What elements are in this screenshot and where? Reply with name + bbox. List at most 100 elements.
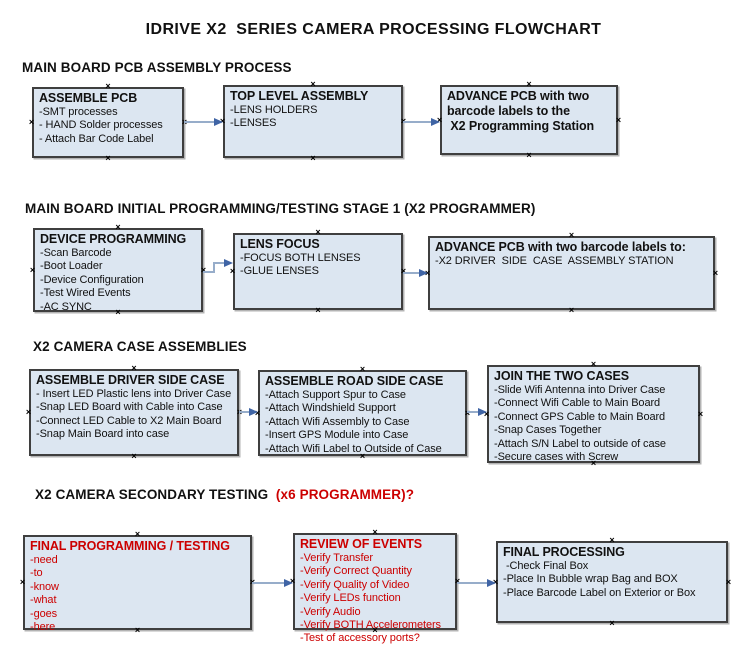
box-device-programming: DEVICE PROGRAMMING -Scan Barcode -Boot L… <box>30 223 206 317</box>
box-item: -Snap Cases Together <box>494 424 602 437</box>
connection-point-icon: × <box>315 227 321 237</box>
box-item: -LENS HOLDERS <box>230 104 318 116</box>
box-item: -Verify Transfer <box>300 552 373 564</box>
box-item: -AC SYNC <box>40 300 92 313</box>
box-title: TOP LEVEL ASSEMBLY <box>230 89 369 103</box>
box-title: ASSEMBLE DRIVER SIDE CASE <box>36 373 225 387</box>
box-item: -to <box>30 567 43 580</box>
box-item: -need <box>30 554 58 566</box>
connection-point-icon: × <box>568 230 575 240</box>
box-item: -Attach Wifi Assembly to Case <box>265 415 410 428</box>
section-heading-case-assemblies: X2 CAMERA CASE ASSEMBLIES <box>33 339 247 354</box>
box-item: -here <box>30 621 56 634</box>
box-item: -X2 DRIVER SIDE CASE ASSEMBLY STATION <box>435 255 674 267</box>
box-item: -goes <box>30 607 58 620</box>
box-item: -Connect Wifi Cable to Main Board <box>494 397 661 410</box>
connection-point-icon: × <box>29 264 36 275</box>
box-item: -GLUE LENSES <box>240 265 319 278</box>
box-item: - Insert LED Plastic lens into Driver Ca… <box>36 388 232 400</box>
connection-point-icon: × <box>229 266 236 276</box>
connection-point-icon: × <box>372 527 378 537</box>
box-item: -FOCUS BOTH LENSES <box>240 252 361 264</box>
box-advance-pcb-to-programming-station: ADVANCE PCB with two barcode labels to t… <box>437 80 621 160</box>
box-title: DEVICE PROGRAMMING <box>40 232 187 246</box>
connection-point-icon: × <box>483 408 490 419</box>
connection-point-icon: × <box>609 618 615 628</box>
connection-point-icon: × <box>219 116 226 126</box>
box-item: -Insert GPS Module into Case <box>265 429 409 442</box>
box-title: ADVANCE PCB with two barcode labels to: <box>435 240 686 254</box>
box-item: -LENSES <box>230 117 277 130</box>
box-assemble-pcb: ASSEMBLE PCB -SMT processes - HAND Solde… <box>29 82 187 163</box>
connection-point-icon: × <box>131 451 137 461</box>
connection-point-icon: × <box>254 407 261 418</box>
box-item: -Boot Loader <box>40 260 103 273</box>
box-item: -Scan Barcode <box>40 247 112 259</box>
box-item: -Device Configuration <box>40 273 144 286</box>
box-item: -Verify Audio <box>300 605 361 618</box>
box-item: -Attach Support Spur to Case <box>265 389 406 401</box>
connection-point-icon: × <box>526 79 532 89</box>
box-item: -Connect LED Cable to X2 Main Board <box>36 414 222 427</box>
connection-point-icon: × <box>725 576 732 587</box>
box-item: -Verify Correct Quantity <box>300 565 412 578</box>
box-item: -Slide Wifi Antenna into Driver Case <box>494 384 666 396</box>
connection-point-icon: × <box>310 153 316 163</box>
connection-point-icon: × <box>590 359 597 369</box>
connection-point-icon: × <box>131 363 137 373</box>
connection-point-icon: × <box>200 264 207 275</box>
section-heading-pcb-assembly: MAIN BOARD PCB ASSEMBLY PROCESS <box>22 60 292 75</box>
box-review-of-events: REVIEW OF EVENTS -Verify Transfer -Verif… <box>290 528 460 645</box>
connection-point-icon: × <box>105 81 111 91</box>
box-title-line: X2 Programming Station <box>447 119 595 133</box>
connection-point-icon: × <box>526 150 532 160</box>
connection-point-icon: × <box>105 153 111 163</box>
box-title: ASSEMBLE PCB <box>39 91 138 105</box>
section-heading-secondary-testing: X2 CAMERA SECONDARY TESTING (x6 PROGRAMM… <box>35 487 414 502</box>
box-item: -Snap LED Board with Cable into Case <box>36 401 223 414</box>
connection-point-icon: × <box>615 114 622 125</box>
section-heading-initial-programming: MAIN BOARD INITIAL PROGRAMMING/TESTING S… <box>25 201 536 216</box>
box-item: -Attach S/N Label to outside of case <box>494 437 666 450</box>
box-title: REVIEW OF EVENTS <box>300 537 423 551</box>
box-item: - Attach Bar Code Label <box>39 132 154 145</box>
box-item: - HAND Solder processes <box>39 119 163 132</box>
box-item: -Place In Bubble wrap Bag and BOX <box>503 573 678 586</box>
connection-point-icon: × <box>134 529 141 539</box>
box-item: -Check Final Box <box>503 560 589 572</box>
connection-point-icon: × <box>359 364 366 374</box>
connection-point-icon: × <box>436 114 443 125</box>
box-item: -what <box>30 594 57 607</box>
connection-point-icon: × <box>424 267 431 278</box>
box-title: FINAL PROCESSING <box>503 545 625 559</box>
connection-point-icon: × <box>400 116 407 126</box>
box-title-line: ADVANCE PCB with two <box>447 89 590 103</box>
box-assemble-driver-side-case: ASSEMBLE DRIVER SIDE CASE - Insert LED P… <box>26 364 242 461</box>
box-item: -Place Barcode Label on Exterior or Box <box>503 586 696 599</box>
box-item: -Connect GPS Cable to Main Board <box>494 410 666 423</box>
connection-point-icon: × <box>19 577 26 587</box>
box-title: LENS FOCUS <box>240 237 320 251</box>
heading-black-part: X2 CAMERA SECONDARY TESTING <box>35 487 269 502</box>
box-title: ASSEMBLE ROAD SIDE CASE <box>265 374 444 388</box>
box-advance-pcb-to-driver-side-station: ADVANCE PCB with two barcode labels to: … <box>425 231 718 315</box>
box-title: FINAL PROGRAMMING / TESTING <box>30 539 230 553</box>
page-title: IDRIVE X2 SERIES CAMERA PROCESSING FLOWC… <box>145 21 602 38</box>
box-item: -Attach Wifi Label to Outside of Case <box>265 442 442 455</box>
box-item: -Secure cases with Screw <box>494 451 619 464</box>
box-title-line: barcode labels to the <box>447 104 570 118</box>
connection-point-icon: × <box>249 577 256 587</box>
box-item: -Attach Windshield Support <box>265 402 396 415</box>
box-title: JOIN THE TWO CASES <box>494 369 630 383</box>
box-item: -know <box>30 580 59 593</box>
box-lens-focus: LENS FOCUS -FOCUS BOTH LENSES -GLUE LENS… <box>230 228 406 315</box>
connection-point-icon: × <box>115 222 121 232</box>
box-item: -Verify BOTH Accelerometers <box>300 619 441 632</box>
box-join-the-two-cases: JOIN THE TWO CASES -Slide Wifi Antenna i… <box>484 360 703 468</box>
connection-point-icon: × <box>315 305 321 315</box>
connection-point-icon: × <box>289 576 296 586</box>
connection-point-icon: × <box>310 79 316 89</box>
connection-point-icon: × <box>454 576 461 586</box>
connection-point-icon: × <box>492 576 499 587</box>
